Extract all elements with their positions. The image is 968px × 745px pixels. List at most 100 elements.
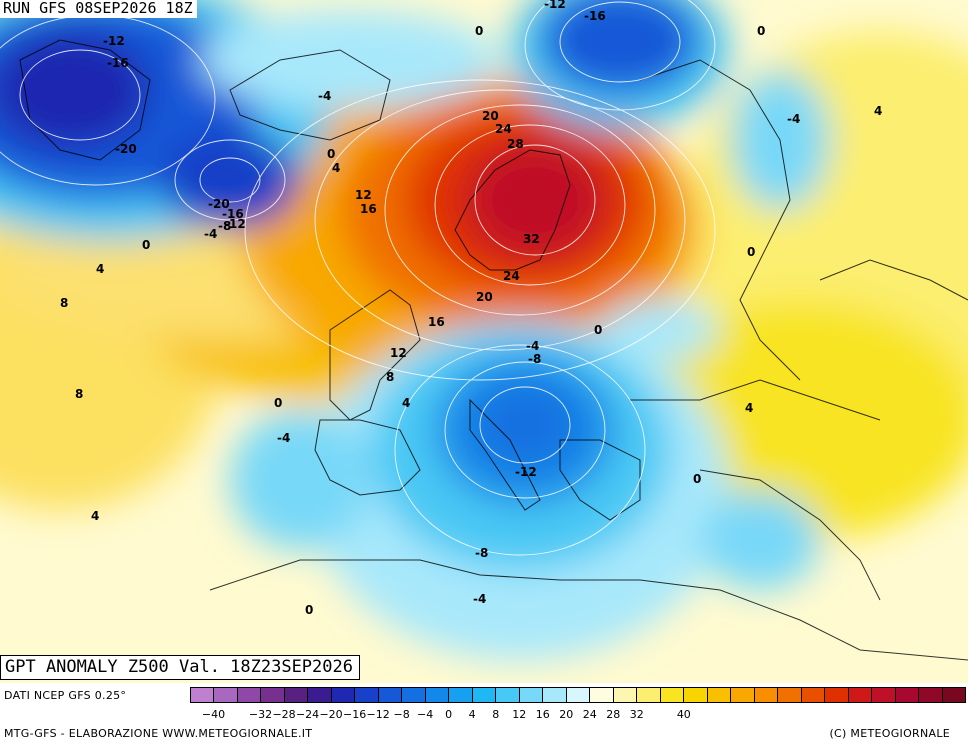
contour-label: -16 bbox=[584, 9, 606, 23]
scale-tick-label: −4 bbox=[417, 708, 434, 721]
color-scale-ticks: −40 −32 −28 −24 −20 −16 −12 −8 −4 0 4 8 12 16 20 24 28 32… bbox=[190, 708, 966, 722]
contour-label: -12 bbox=[544, 0, 566, 11]
contour-label: 24 bbox=[495, 122, 512, 136]
color-swatch bbox=[684, 688, 708, 702]
scale-tick-label: 12 bbox=[512, 708, 527, 721]
color-swatch bbox=[261, 688, 285, 702]
color-swatch bbox=[519, 688, 544, 702]
contour-label: -12 bbox=[515, 465, 537, 479]
contour-label: 0 bbox=[747, 245, 755, 259]
scale-tick-label: −16 bbox=[342, 708, 367, 721]
contour-label: 0 bbox=[142, 238, 150, 252]
scale-tick-label: −40 bbox=[201, 708, 226, 721]
copyright-label: (C) METEOGIORNALE bbox=[829, 727, 950, 740]
color-swatch bbox=[801, 688, 826, 702]
contour-label: 0 bbox=[274, 396, 282, 410]
run-label: RUN GFS 08SEP2026 18Z bbox=[0, 0, 197, 18]
contour-label: 0 bbox=[594, 323, 602, 337]
z500-anomaly-map: -12 -16 -20 -20 -16 -12 -8 -4 0 4 8 12 1… bbox=[0, 0, 968, 683]
color-swatch bbox=[378, 688, 403, 702]
scale-tick-label: 8 bbox=[492, 708, 500, 721]
contour-label: 28 bbox=[507, 137, 524, 151]
contour-label: -4 bbox=[526, 339, 539, 353]
color-scale-bar bbox=[190, 687, 966, 703]
anomaly-field bbox=[0, 0, 968, 660]
contour-label: 0 bbox=[693, 472, 701, 486]
contour-label: -4 bbox=[473, 592, 486, 606]
contour-label: 0 bbox=[327, 147, 335, 161]
contour-label: 32 bbox=[523, 232, 540, 246]
color-swatch bbox=[848, 688, 873, 702]
data-source-label: DATI NCEP GFS 0.25° bbox=[4, 689, 127, 702]
color-swatch bbox=[402, 688, 426, 702]
color-swatch bbox=[543, 688, 567, 702]
scale-tick-label: 16 bbox=[535, 708, 550, 721]
contour-label: -4 bbox=[787, 112, 800, 126]
color-swatch bbox=[308, 688, 332, 702]
scale-tick-label: 28 bbox=[606, 708, 621, 721]
contour-label: 20 bbox=[482, 109, 499, 123]
contour-label: 0 bbox=[757, 24, 765, 38]
contour-label: 20 bbox=[476, 290, 493, 304]
color-swatch bbox=[425, 688, 450, 702]
contour-label: -8 bbox=[475, 546, 488, 560]
contour-label: 4 bbox=[745, 401, 753, 415]
contour-label: -16 bbox=[107, 56, 129, 70]
contour-label: -8 bbox=[218, 219, 231, 233]
contour-label: -8 bbox=[528, 352, 541, 366]
scale-tick-label: −8 bbox=[393, 708, 410, 721]
scale-tick-label: 4 bbox=[468, 708, 476, 721]
contour-label: -12 bbox=[224, 217, 246, 231]
contour-labels: -12 -16 -20 -20 -16 -12 -8 -4 0 4 8 12 1… bbox=[60, 0, 882, 617]
isolines bbox=[0, 0, 716, 556]
color-swatch bbox=[191, 688, 215, 702]
color-swatch bbox=[778, 688, 802, 702]
color-swatch bbox=[214, 688, 238, 702]
contour-label: 16 bbox=[428, 315, 445, 329]
contour-label: -16 bbox=[222, 207, 244, 221]
contour-label: 8 bbox=[386, 370, 394, 384]
contour-label: 12 bbox=[390, 346, 407, 360]
color-swatch bbox=[637, 688, 661, 702]
contour-label: -4 bbox=[318, 89, 331, 103]
color-swatch bbox=[237, 688, 262, 702]
scale-tick-label: 40 bbox=[676, 708, 691, 721]
contour-label: 24 bbox=[503, 269, 520, 283]
scale-tick-label: −12 bbox=[366, 708, 390, 721]
scale-tick-label: −20 bbox=[319, 708, 343, 721]
contour-label: 4 bbox=[402, 396, 410, 410]
color-swatch bbox=[895, 688, 920, 702]
color-swatch bbox=[355, 688, 379, 702]
color-swatch bbox=[472, 688, 497, 702]
chart-title: GPT ANOMALY Z500 Val. 18Z23SEP2026 bbox=[0, 655, 360, 680]
contour-label: -20 bbox=[115, 142, 137, 156]
color-swatch bbox=[707, 688, 732, 702]
scale-tick-label: −24 bbox=[295, 708, 320, 721]
color-swatch bbox=[496, 688, 520, 702]
color-swatch bbox=[754, 688, 779, 702]
contour-label: 16 bbox=[360, 202, 377, 216]
elaboration-label: MTG-GFS - ELABORAZIONE WWW.METEOGIORNALE… bbox=[4, 727, 313, 740]
coastlines bbox=[19, 39, 968, 661]
contour-label: 8 bbox=[75, 387, 83, 401]
color-swatch bbox=[731, 688, 755, 702]
color-swatch bbox=[566, 688, 591, 702]
color-swatch bbox=[613, 688, 638, 702]
contour-label: 8 bbox=[60, 296, 68, 310]
contour-label: 0 bbox=[305, 603, 313, 617]
color-swatch bbox=[825, 688, 849, 702]
contour-label: 0 bbox=[475, 24, 483, 38]
contour-label: 12 bbox=[355, 188, 372, 202]
contour-label: 4 bbox=[96, 262, 104, 276]
footer-legend: DATI NCEP GFS 0.25° −40 −32 −28 −24 −20 −16 −1… bbox=[0, 683, 968, 745]
scale-tick-label: 32 bbox=[629, 708, 644, 721]
contour-label: 4 bbox=[332, 161, 340, 175]
contour-label: -4 bbox=[277, 431, 290, 445]
color-swatch bbox=[872, 688, 896, 702]
contour-label: 4 bbox=[874, 104, 882, 118]
scale-tick-label: 0 bbox=[445, 708, 453, 721]
scale-tick-label: −32 bbox=[248, 708, 273, 721]
contour-label: -4 bbox=[204, 227, 217, 241]
contour-label: -12 bbox=[103, 34, 125, 48]
scale-tick-label: 20 bbox=[559, 708, 574, 721]
